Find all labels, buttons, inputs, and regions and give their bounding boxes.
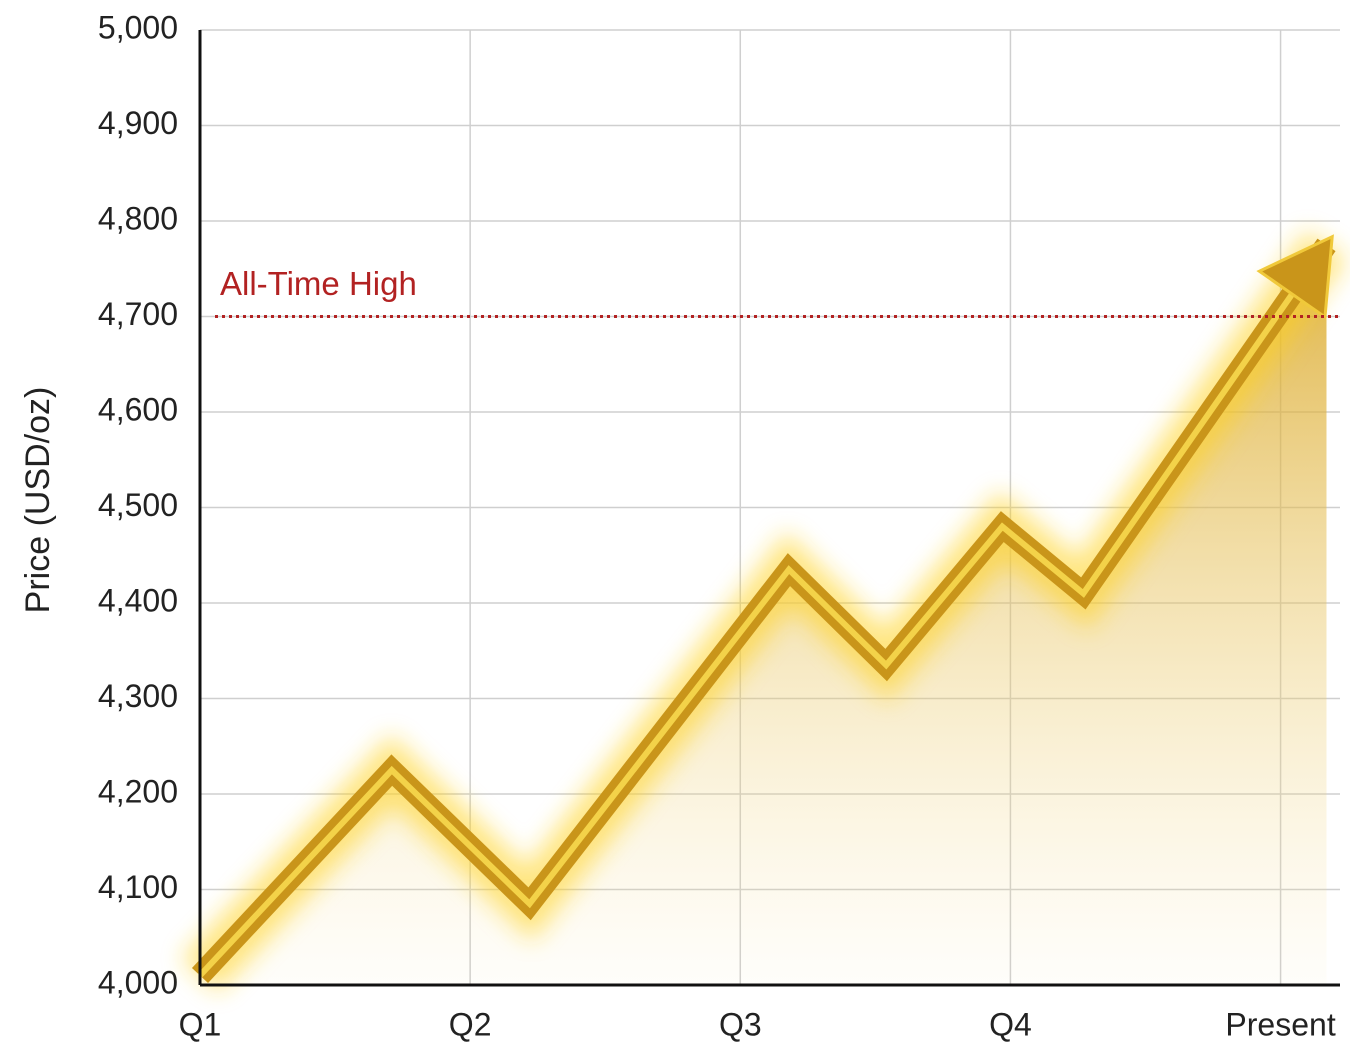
y-tick-label: 4,800 xyxy=(98,200,178,236)
y-tick-label: 4,300 xyxy=(98,678,178,714)
y-tick-label: 4,600 xyxy=(98,391,178,427)
y-tick-label: 4,400 xyxy=(98,582,178,618)
y-tick-label: 4,100 xyxy=(98,869,178,905)
line-highlight xyxy=(197,243,1329,978)
y-tick-label: 4,000 xyxy=(98,964,178,1000)
x-tick-label: Q1 xyxy=(179,1006,222,1042)
reference-label: All-Time High xyxy=(220,265,417,302)
x-tick-label: Q2 xyxy=(449,1006,492,1042)
y-axis-title: Price (USD/oz) xyxy=(19,387,57,614)
y-tick-label: 4,200 xyxy=(98,773,178,809)
y-tick-label: 5,000 xyxy=(98,9,178,45)
arrowhead xyxy=(1256,234,1334,320)
y-tick-label: 4,500 xyxy=(98,487,178,523)
y-tick-label: 4,700 xyxy=(98,296,178,332)
x-tick-label: Present xyxy=(1225,1006,1335,1042)
y-tick-label: 4,900 xyxy=(98,105,178,141)
x-tick-label: Q4 xyxy=(989,1006,1032,1042)
x-tick-label: Q3 xyxy=(719,1006,762,1042)
